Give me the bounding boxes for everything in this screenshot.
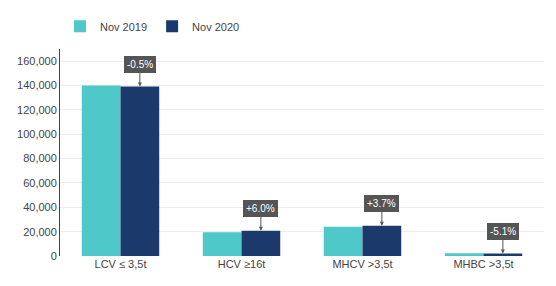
svg-text:140,000: 140,000 (17, 79, 57, 91)
svg-text:80,000: 80,000 (23, 152, 57, 164)
svg-text:60,000: 60,000 (23, 177, 57, 189)
svg-text:-0.5%: -0.5% (127, 59, 153, 70)
svg-text:120,000: 120,000 (17, 104, 57, 116)
svg-text:MHBC >3,5t: MHBC >3,5t (453, 258, 513, 270)
svg-text:Nov 2019: Nov 2019 (100, 21, 147, 33)
svg-text:160,000: 160,000 (17, 55, 57, 67)
svg-text:Nov 2020: Nov 2020 (192, 21, 239, 33)
svg-text:+3.7%: +3.7% (367, 198, 396, 209)
svg-text:0: 0 (51, 250, 57, 262)
svg-text:20,000: 20,000 (23, 226, 57, 238)
svg-text:MHCV >3,5t: MHCV >3,5t (332, 258, 392, 270)
svg-text:LCV ≤ 3,5t: LCV ≤ 3,5t (95, 258, 147, 270)
svg-text:HCV ≥16t: HCV ≥16t (218, 258, 266, 270)
svg-text:-5.1%: -5.1% (490, 226, 516, 237)
svg-text:+6.0%: +6.0% (246, 203, 275, 214)
svg-text:100,000: 100,000 (17, 128, 57, 140)
svg-text:40,000: 40,000 (23, 201, 57, 213)
